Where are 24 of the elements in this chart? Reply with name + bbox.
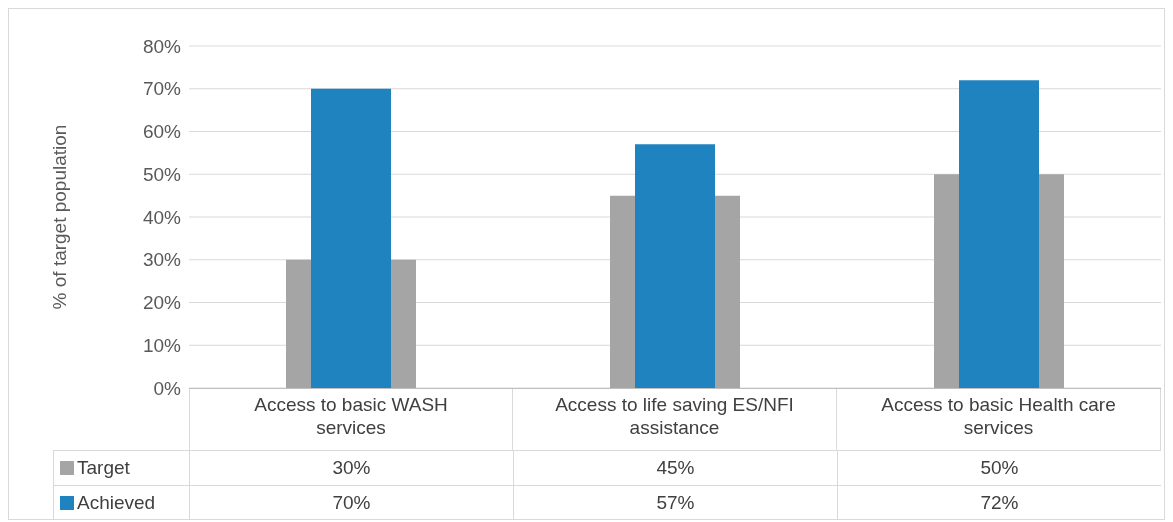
y-tick-label: 80% (142, 35, 182, 57)
data-label: 30% (189, 451, 513, 485)
y-tick-label: 0% (153, 377, 182, 399)
y-tick-label: 60% (142, 121, 182, 143)
data-label: 57% (513, 486, 837, 520)
x-tick-label: Access to life saving ES/NFI assistance (513, 389, 837, 451)
data-label: 70% (189, 486, 513, 520)
bar (311, 88, 391, 388)
legend-label: Achieved (77, 492, 156, 514)
y-tick-label: 70% (142, 78, 182, 100)
y-tick-label: 50% (142, 163, 182, 185)
data-label: 50% (837, 451, 1161, 485)
data-label: 45% (513, 451, 837, 485)
y-tick-label: 10% (142, 334, 182, 356)
y-tick-label: 40% (142, 206, 182, 228)
bar (959, 80, 1039, 388)
y-tick-label: 20% (142, 292, 182, 314)
y-axis-title: % of target population (48, 124, 70, 310)
bar (635, 144, 715, 388)
data-label: 72% (837, 486, 1161, 520)
legend-label: Target (77, 457, 130, 479)
y-tick-label: 30% (142, 249, 182, 271)
x-tick-label: Access to basic Health care services (837, 389, 1161, 451)
x-tick-label: Access to basic WASH services (189, 389, 513, 451)
